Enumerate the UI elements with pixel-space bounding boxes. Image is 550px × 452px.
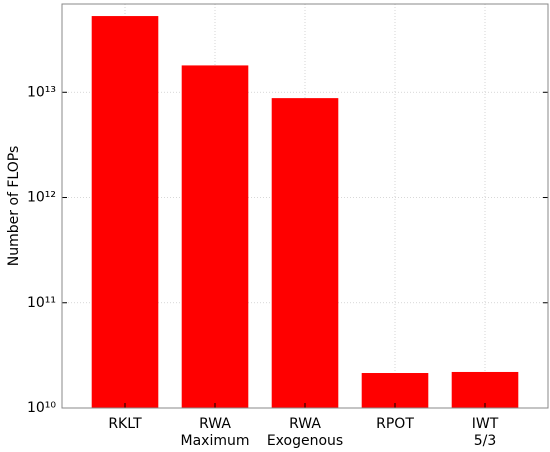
x-tick-label: RWA Maximum — [181, 416, 250, 449]
y-tick-label: 10¹³ — [27, 84, 56, 100]
x-tick-label: RWA Exogenous — [267, 416, 343, 449]
bar — [181, 65, 249, 408]
bar — [91, 16, 159, 408]
y-tick-label: 10¹² — [27, 190, 56, 206]
y-tick-label: 10¹⁰ — [27, 400, 56, 416]
x-tick-label: IWT 5/3 — [472, 416, 499, 449]
bar — [451, 371, 519, 408]
x-tick-label: RKLT — [108, 416, 142, 432]
y-tick-label: 10¹¹ — [27, 295, 56, 311]
y-axis-label: Number of FLOPs — [6, 146, 22, 267]
plot-frame — [61, 3, 549, 409]
bar — [271, 98, 339, 408]
x-tick-label: RPOT — [376, 416, 414, 432]
bar — [361, 373, 429, 408]
